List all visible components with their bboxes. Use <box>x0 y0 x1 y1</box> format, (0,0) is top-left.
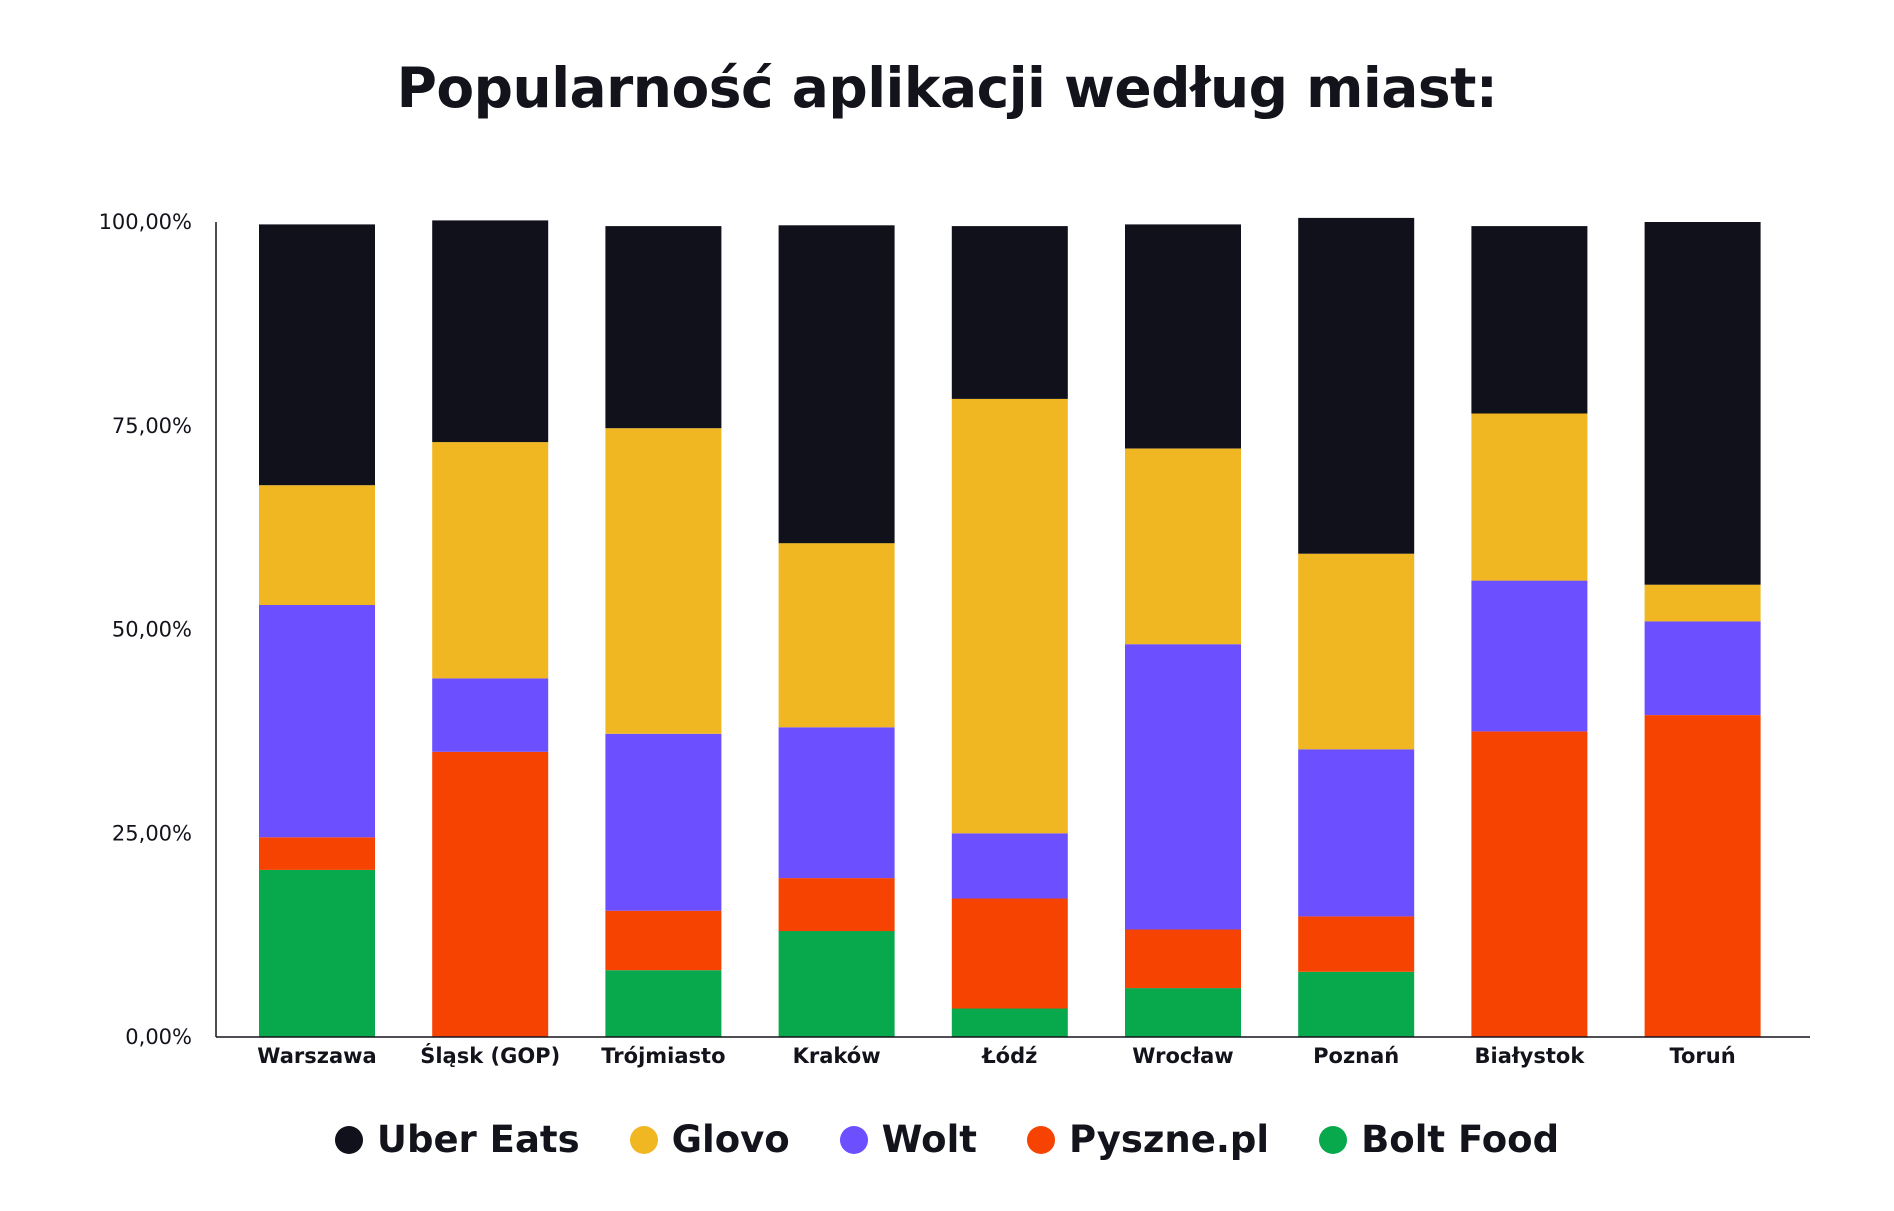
bar-segment-wolt-poznan <box>1298 749 1415 917</box>
bar-segment-uber-eats-slask-gop <box>432 220 549 443</box>
bar-segment-wolt-trojmiasto <box>605 733 722 911</box>
bar-segment-wolt-bialystok <box>1471 580 1588 732</box>
bar-segment-glovo-torun <box>1644 584 1761 622</box>
bar-segment-bolt-food-warszawa <box>259 869 375 1037</box>
bar-segment-wolt-torun <box>1644 621 1761 715</box>
legend-item-uber-eats: Uber Eats <box>334 1118 580 1161</box>
legend-item-bolt-food: Bolt Food <box>1319 1118 1559 1161</box>
bar-segment-pyszne-pl-bialystok <box>1471 731 1588 1037</box>
bar-segment-uber-eats-torun <box>1644 222 1761 585</box>
y-tick-label: 0,00% <box>125 1025 192 1049</box>
legend-item-pyszne: Pyszne.pl <box>1026 1118 1270 1161</box>
bar-segment-uber-eats-wroclaw <box>1125 224 1241 449</box>
bar-segment-uber-eats-lodz <box>951 226 1068 399</box>
x-tick-label-krakow: Kraków <box>793 1044 881 1068</box>
bars-layer <box>259 217 1761 1038</box>
bar-segment-pyszne-pl-slask-gop <box>432 751 549 1038</box>
bar-segment-glovo-bialystok <box>1471 413 1588 581</box>
bar-segment-bolt-food-lodz <box>951 1008 1068 1037</box>
x-tick-label-lodz: Łódź <box>981 1044 1037 1068</box>
bar-segment-pyszne-pl-poznan <box>1298 916 1415 972</box>
chart-title: Popularność aplikacji według miast: <box>396 56 1498 120</box>
bar-segment-pyszne-pl-trojmiasto <box>605 910 722 971</box>
bar-segment-glovo-warszawa <box>259 485 375 605</box>
x-tick-label-bialystok: Białystok <box>1475 1044 1586 1068</box>
bar-segment-bolt-food-krakow <box>778 931 895 1037</box>
legend-item-glovo: Glovo <box>629 1118 790 1161</box>
x-tick-label-wroclaw: Wrocław <box>1132 1044 1233 1068</box>
legend-dot-icon <box>629 1125 658 1154</box>
bar-segment-glovo-slask-gop <box>432 442 549 679</box>
bar-segment-uber-eats-warszawa <box>259 224 375 486</box>
bar-segment-pyszne-pl-krakow <box>778 878 895 932</box>
y-tick-label: 25,00% <box>112 821 192 845</box>
legend-label: Uber Eats <box>376 1118 580 1161</box>
bar-segment-wolt-warszawa <box>259 605 375 838</box>
bar-segment-wolt-krakow <box>778 727 895 879</box>
legend-label: Wolt <box>881 1118 977 1161</box>
legend-label: Pyszne.pl <box>1068 1118 1270 1161</box>
bar-segment-uber-eats-trojmiasto <box>605 226 722 429</box>
axes-layer <box>215 222 1810 1038</box>
legend-dot-icon <box>839 1125 868 1154</box>
legend-dot-icon <box>334 1125 363 1154</box>
bar-segment-pyszne-pl-lodz <box>951 898 1068 1009</box>
bar-segment-pyszne-pl-torun <box>1644 715 1761 1037</box>
bar-segment-pyszne-pl-wroclaw <box>1125 929 1241 989</box>
x-tick-label-torun: Toruń <box>1669 1044 1735 1068</box>
bar-segment-glovo-poznan <box>1298 553 1415 750</box>
legend-dot-icon <box>1319 1125 1348 1154</box>
bar-segment-uber-eats-poznan <box>1298 217 1415 554</box>
y-tick-label: 75,00% <box>112 414 192 438</box>
bar-segment-uber-eats-krakow <box>778 225 895 544</box>
x-tick-label-slask-gop: Śląsk (GOP) <box>420 1043 560 1068</box>
bar-segment-glovo-wroclaw <box>1125 448 1241 645</box>
legend: Uber Eats Glovo Wolt Pyszne.pl Bolt Food <box>0 1118 1894 1161</box>
bar-segment-glovo-lodz <box>951 398 1068 834</box>
bar-segment-wolt-lodz <box>951 833 1068 899</box>
bar-segment-bolt-food-poznan <box>1298 971 1415 1037</box>
bar-segment-pyszne-pl-warszawa <box>259 837 375 870</box>
bar-segment-glovo-trojmiasto <box>605 428 722 734</box>
bar-segment-wolt-slask-gop <box>432 678 549 752</box>
bar-segment-wolt-wroclaw <box>1125 644 1241 930</box>
legend-item-wolt: Wolt <box>839 1118 977 1161</box>
x-tick-label-warszawa: Warszawa <box>257 1044 376 1068</box>
bar-segment-bolt-food-wroclaw <box>1125 988 1241 1037</box>
labels-layer: Warszawa Śląsk (GOP) Trójmiasto Kraków Łódź W… <box>99 210 1736 1068</box>
x-tick-label-poznan: Poznań <box>1313 1044 1399 1068</box>
bar-segment-bolt-food-trojmiasto <box>605 970 722 1037</box>
legend-dot-icon <box>1026 1125 1055 1154</box>
bar-segment-glovo-krakow <box>778 543 895 728</box>
legend-label: Glovo <box>671 1118 790 1161</box>
y-tick-label: 100,00% <box>99 210 192 234</box>
y-tick-label: 50,00% <box>112 618 192 642</box>
bar-segment-uber-eats-bialystok <box>1471 226 1588 414</box>
x-tick-label-trojmiasto: Trójmiasto <box>601 1044 725 1068</box>
legend-label: Bolt Food <box>1361 1118 1560 1161</box>
